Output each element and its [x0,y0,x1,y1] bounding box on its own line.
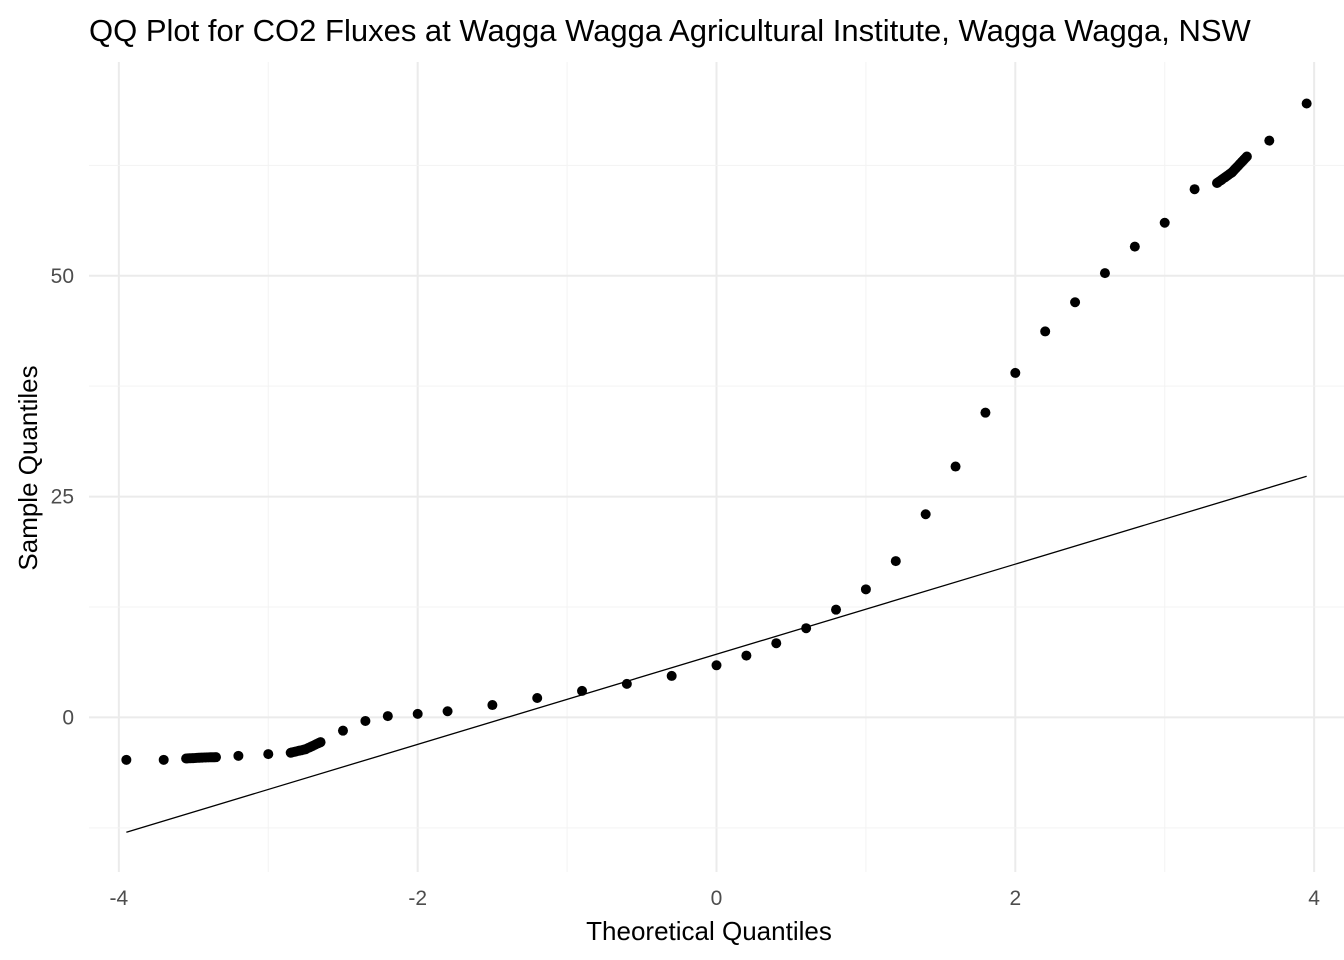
sample-point [1129,241,1140,252]
x-tick-label: 0 [711,887,723,910]
sample-point [1189,184,1200,195]
sample-point [360,715,371,726]
sample-point [950,461,961,472]
sample-point [1264,135,1275,146]
reference-line [126,475,1307,833]
sample-point [487,700,498,711]
x-tick-label: 2 [1009,887,1021,910]
chart-title: QQ Plot for CO2 Fluxes at Wagga Wagga Ag… [89,13,1252,48]
sample-point [442,706,453,717]
sample-point [158,754,169,765]
y-tick-label: 0 [62,706,74,729]
sample-point [181,753,192,764]
sample-point [801,623,812,634]
sample-point [1212,178,1223,189]
x-tick-label: -2 [408,887,427,910]
sample-point [285,747,296,758]
y-tick-label: 50 [51,265,74,288]
sample-point [1226,167,1237,178]
sample-point [890,556,901,567]
sample-point [980,407,991,418]
sample-point [121,754,132,765]
sample-point [263,749,274,760]
sample-points [121,98,1312,765]
y-axis-tick-labels: 0 25 50 [51,265,74,730]
x-axis-tick-labels: -4 -2 0 2 4 [110,887,1321,910]
sample-point [831,604,842,615]
sample-point [337,725,348,736]
sample-point [412,708,423,719]
sample-point [741,650,752,661]
sample-point [210,752,221,763]
sample-point [1159,217,1170,228]
sample-point [382,711,393,722]
x-axis-label: Theoretical Quantiles [586,916,832,946]
x-tick-label: -4 [110,887,129,910]
sample-point [196,752,207,763]
sample-point [1241,151,1252,162]
sample-point [1301,98,1312,109]
sample-point [920,509,931,520]
x-tick-label: 4 [1308,887,1320,910]
sample-point [315,737,326,748]
y-tick-label: 25 [51,486,74,509]
sample-point [1099,268,1110,279]
y-axis-label: Sample Quantiles [13,365,43,570]
sample-point [860,584,871,595]
reference-line-layer [126,475,1307,833]
sample-point [300,744,311,755]
sample-point [771,638,782,649]
grid-lines [89,62,1344,872]
sample-point [577,685,588,696]
sample-point [621,678,632,689]
sample-point [532,692,543,703]
sample-point [1040,326,1051,337]
sample-point [1070,297,1081,308]
sample-point [233,750,244,761]
sample-point [711,660,722,671]
sample-point [666,670,677,681]
sample-point [1010,367,1021,378]
